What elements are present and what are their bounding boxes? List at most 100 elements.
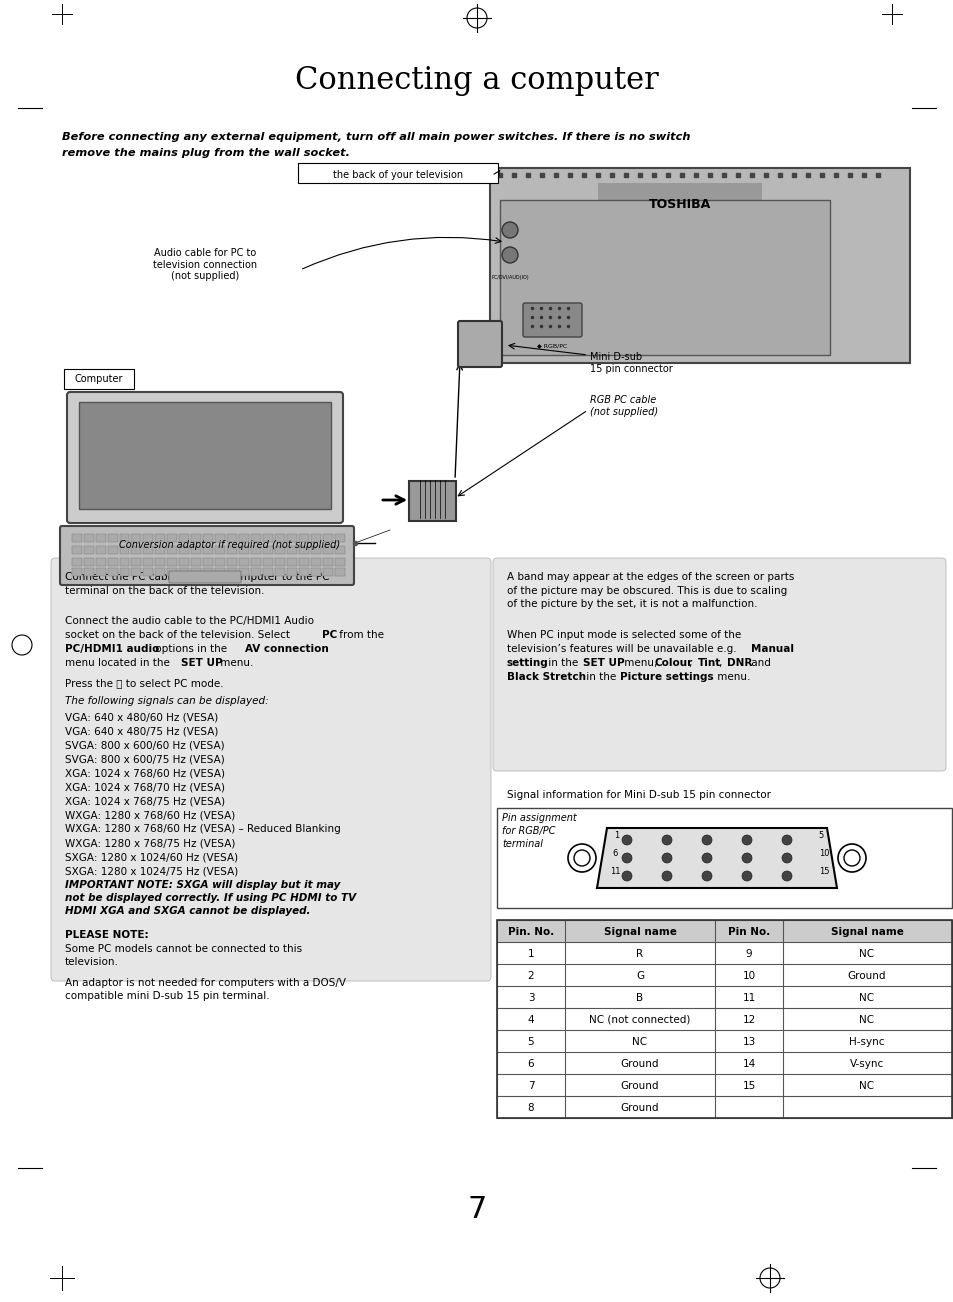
Text: 5: 5 [527, 1036, 534, 1047]
FancyBboxPatch shape [263, 534, 274, 542]
Text: 10: 10 [741, 971, 755, 980]
Text: SXGA: 1280 x 1024/60 Hz (VESA): SXGA: 1280 x 1024/60 Hz (VESA) [65, 852, 238, 862]
FancyBboxPatch shape [64, 368, 133, 389]
Polygon shape [597, 828, 836, 888]
FancyBboxPatch shape [84, 534, 93, 542]
Text: 6: 6 [612, 849, 617, 858]
FancyBboxPatch shape [95, 568, 106, 575]
FancyBboxPatch shape [239, 557, 250, 565]
Text: Signal name: Signal name [603, 927, 676, 937]
Text: WXGA: 1280 x 768/60 Hz (VESA) – Reduced Blanking: WXGA: 1280 x 768/60 Hz (VESA) – Reduced … [65, 824, 340, 835]
FancyBboxPatch shape [168, 546, 177, 553]
Text: menu.: menu. [713, 672, 750, 682]
FancyBboxPatch shape [239, 568, 250, 575]
FancyBboxPatch shape [299, 557, 309, 565]
FancyBboxPatch shape [252, 534, 261, 542]
FancyBboxPatch shape [522, 303, 581, 337]
Text: WXGA: 1280 x 768/75 Hz (VESA): WXGA: 1280 x 768/75 Hz (VESA) [65, 838, 235, 848]
Text: Connecting a computer: Connecting a computer [294, 65, 659, 95]
FancyBboxPatch shape [312, 546, 321, 553]
FancyBboxPatch shape [263, 568, 274, 575]
Text: SXGA: 1280 x 1024/75 Hz (VESA): SXGA: 1280 x 1024/75 Hz (VESA) [65, 866, 238, 876]
FancyBboxPatch shape [215, 534, 225, 542]
FancyBboxPatch shape [84, 568, 93, 575]
FancyBboxPatch shape [143, 557, 153, 565]
Text: XGA: 1024 x 768/75 Hz (VESA): XGA: 1024 x 768/75 Hz (VESA) [65, 796, 225, 806]
Text: menu located in the: menu located in the [65, 658, 172, 668]
Text: Manual: Manual [750, 644, 793, 654]
FancyBboxPatch shape [335, 557, 345, 565]
Text: Ground: Ground [620, 1059, 659, 1069]
Text: IMPORTANT NOTE: SXGA will display but it may
not be displayed correctly. If usin: IMPORTANT NOTE: SXGA will display but it… [65, 880, 355, 915]
Text: 1: 1 [527, 949, 534, 960]
FancyBboxPatch shape [168, 534, 177, 542]
Text: Picture settings: Picture settings [619, 672, 713, 682]
FancyBboxPatch shape [143, 546, 153, 553]
FancyBboxPatch shape [287, 534, 297, 542]
Text: 3: 3 [527, 993, 534, 1003]
Text: Pin. No.: Pin. No. [507, 927, 554, 937]
Text: in the: in the [582, 672, 618, 682]
FancyBboxPatch shape [493, 559, 945, 771]
FancyBboxPatch shape [299, 534, 309, 542]
FancyBboxPatch shape [203, 534, 213, 542]
Text: 9: 9 [745, 949, 752, 960]
FancyBboxPatch shape [312, 534, 321, 542]
FancyBboxPatch shape [227, 546, 237, 553]
FancyBboxPatch shape [499, 201, 829, 355]
FancyBboxPatch shape [132, 546, 141, 553]
FancyBboxPatch shape [155, 557, 165, 565]
Text: AV connection: AV connection [245, 644, 329, 654]
Text: H-sync: H-sync [848, 1036, 883, 1047]
FancyBboxPatch shape [179, 546, 190, 553]
Text: RGB PC cable
(not supplied): RGB PC cable (not supplied) [589, 395, 658, 417]
Text: PC: PC [322, 630, 337, 641]
Text: Connect the audio cable to the PC/HDMI1 Audio: Connect the audio cable to the PC/HDMI1 … [65, 616, 314, 626]
Circle shape [701, 853, 711, 863]
FancyBboxPatch shape [263, 557, 274, 565]
FancyBboxPatch shape [67, 392, 343, 523]
Text: television’s features will be unavailable e.g.: television’s features will be unavailabl… [506, 644, 740, 654]
Text: 13: 13 [741, 1036, 755, 1047]
Text: Computer: Computer [74, 374, 123, 384]
Circle shape [621, 835, 631, 845]
Text: SVGA: 800 x 600/75 Hz (VESA): SVGA: 800 x 600/75 Hz (VESA) [65, 754, 225, 764]
FancyBboxPatch shape [598, 184, 761, 227]
Circle shape [781, 853, 791, 863]
Text: NC: NC [859, 1081, 874, 1091]
Text: Press the ⮞ to select PC mode.: Press the ⮞ to select PC mode. [65, 678, 223, 687]
Text: Black Stretch: Black Stretch [506, 672, 585, 682]
FancyBboxPatch shape [108, 557, 117, 565]
FancyBboxPatch shape [312, 557, 321, 565]
Text: G: G [636, 971, 643, 980]
Text: setting: setting [506, 658, 548, 668]
Text: Colour: Colour [655, 658, 693, 668]
FancyBboxPatch shape [335, 568, 345, 575]
FancyBboxPatch shape [179, 568, 190, 575]
FancyBboxPatch shape [168, 568, 177, 575]
Text: NC: NC [859, 949, 874, 960]
FancyBboxPatch shape [275, 534, 285, 542]
Text: Pin No.: Pin No. [727, 927, 769, 937]
FancyBboxPatch shape [71, 557, 81, 565]
Text: Some PC models cannot be connected to this
television.: Some PC models cannot be connected to th… [65, 944, 302, 967]
Text: 1: 1 [614, 831, 618, 840]
Text: DNR: DNR [726, 658, 752, 668]
FancyBboxPatch shape [119, 568, 130, 575]
FancyBboxPatch shape [203, 568, 213, 575]
Text: 12: 12 [741, 1016, 755, 1025]
Text: R: R [636, 949, 643, 960]
FancyBboxPatch shape [60, 526, 354, 585]
FancyBboxPatch shape [263, 546, 274, 553]
Text: When PC input mode is selected some of the: When PC input mode is selected some of t… [506, 630, 740, 641]
FancyBboxPatch shape [143, 534, 153, 542]
FancyBboxPatch shape [299, 546, 309, 553]
FancyBboxPatch shape [95, 546, 106, 553]
FancyBboxPatch shape [71, 568, 81, 575]
Text: menu.: menu. [216, 658, 253, 668]
Circle shape [701, 871, 711, 881]
FancyBboxPatch shape [227, 534, 237, 542]
Circle shape [837, 844, 865, 872]
FancyBboxPatch shape [168, 557, 177, 565]
Text: 10: 10 [819, 849, 829, 858]
